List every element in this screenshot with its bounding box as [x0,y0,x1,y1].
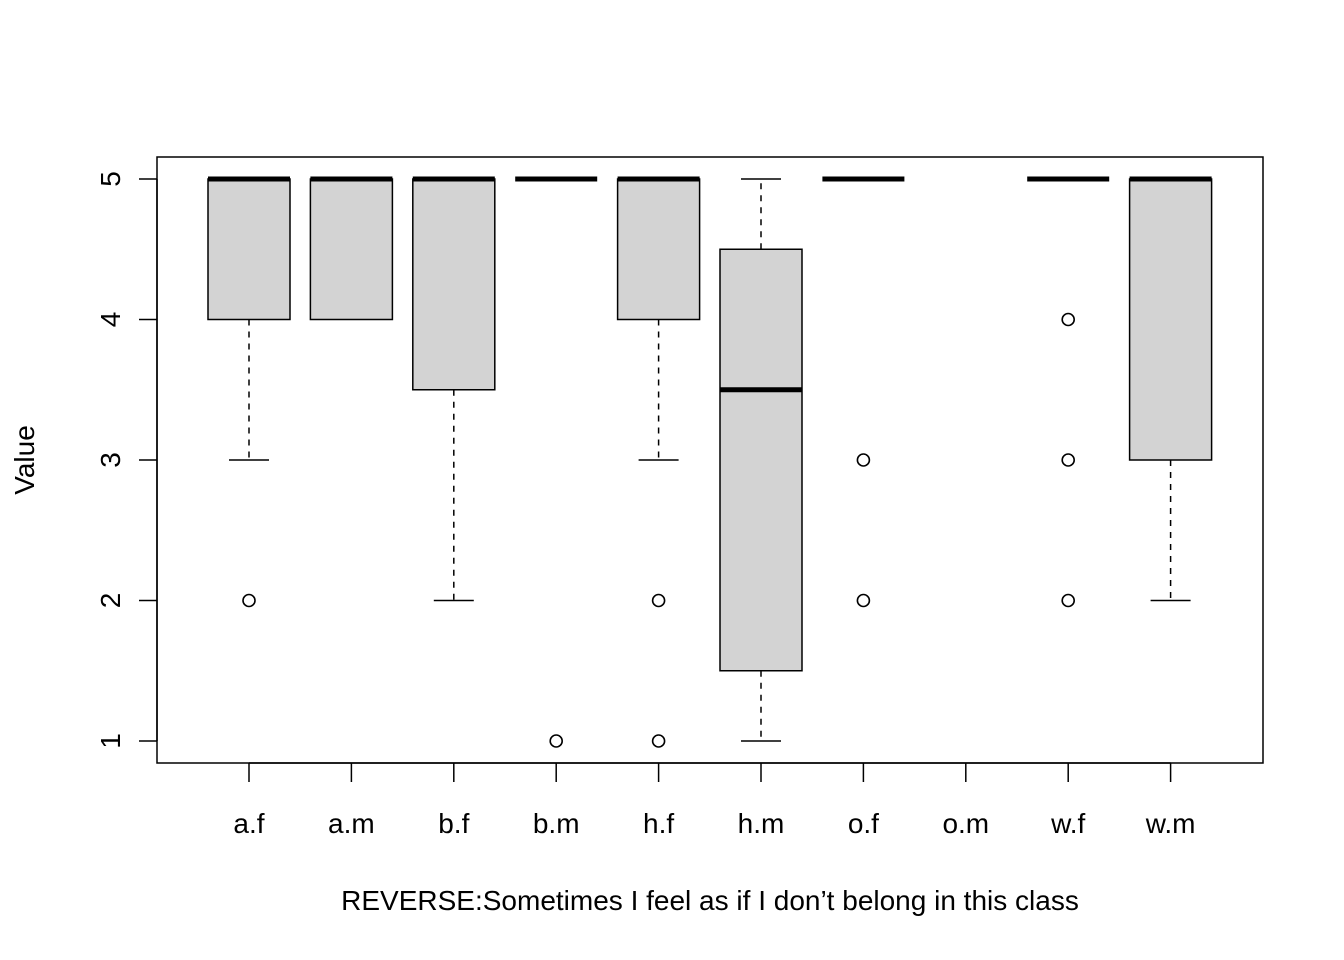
box-a.f [207,176,291,608]
x-tick-label-o.m: o.m [942,808,989,839]
boxes [207,176,1213,748]
outlier-o.f-0 [856,453,871,467]
box-body-b.f [412,178,496,391]
outlier-w.f-2 [1061,593,1075,608]
box-b.f [412,176,496,602]
outlier-o.f-1 [856,593,871,608]
box-body-h.m [719,248,803,672]
x-tick-label-h.f: h.f [643,808,674,839]
y-tick-label-5: 5 [95,171,126,187]
x-tick-label-a.m: a.m [328,808,375,839]
box-body-w.m [1128,178,1213,461]
y-axis: 1 2 3 4 5 [95,171,158,749]
x-tick-label-a.f: a.f [233,808,264,839]
box-h.m [719,178,803,742]
y-tick-label-3: 3 [95,452,126,468]
x-tick-label-w.m: w.m [1145,808,1196,839]
outlier-w.f-0 [1061,312,1075,327]
x-axis-title: REVERSE:Sometimes I feel as if I don’t b… [341,885,1079,916]
box-h.f [616,176,701,748]
box-body-h.f [616,178,701,321]
x-tick-label-o.f: o.f [848,808,879,839]
y-tick-label-1: 1 [95,733,126,749]
box-b.m [515,176,598,748]
outlier-h.f-1 [651,734,666,748]
box-o.f [822,176,905,608]
outlier-b.m-0 [549,734,564,748]
x-tick-label-w.f: w.f [1050,808,1085,839]
x-tick-label-b.f: b.f [438,808,469,839]
x-tick-label-b.m: b.m [533,808,580,839]
box-w.f [1027,176,1110,608]
y-tick-label-2: 2 [95,593,126,609]
outlier-a.f-0 [242,593,256,608]
box-a.m [309,176,394,321]
y-tick-label-4: 4 [95,312,126,328]
box-body-a.f [207,178,291,321]
x-tick-label-h.m: h.m [738,808,785,839]
box-body-a.m [309,178,394,321]
y-axis-title: Value [9,425,40,495]
x-axis: a.f a.m b.f b.m h.f h.m o.f o.m w.f w.m [233,762,1196,839]
box-w.m [1128,176,1213,602]
outlier-w.f-1 [1061,453,1075,467]
outlier-h.f-0 [651,593,666,608]
